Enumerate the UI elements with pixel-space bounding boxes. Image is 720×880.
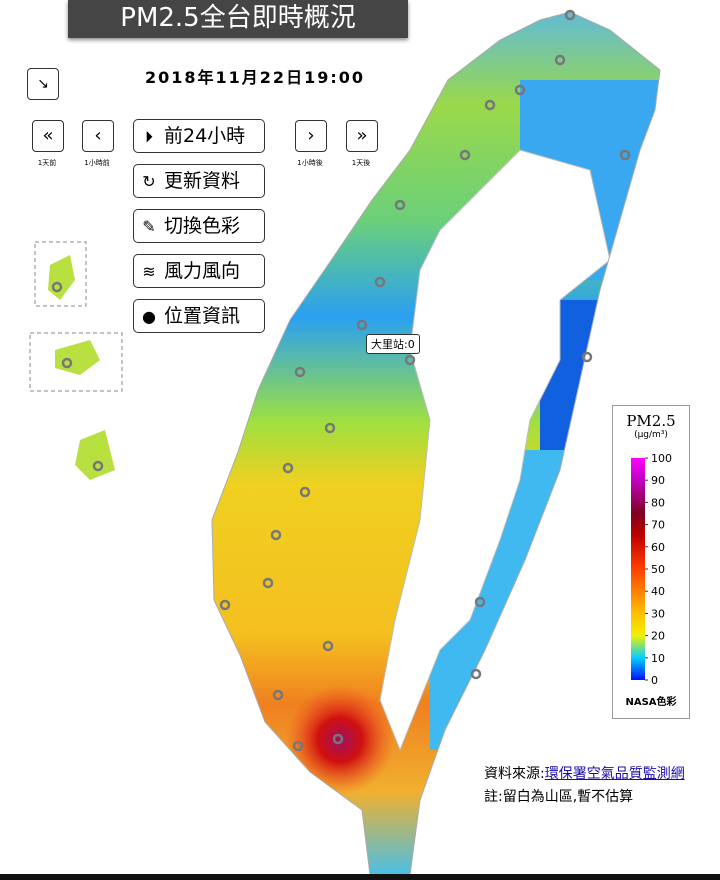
tick-label: 70 — [651, 519, 665, 532]
tick-label: 80 — [651, 496, 665, 509]
tick-label: 20 — [651, 630, 665, 643]
tick-label: 10 — [651, 652, 665, 665]
location-button[interactable]: ● 位置資訊 — [133, 299, 265, 333]
tick-label: 40 — [651, 585, 665, 598]
inset-box — [34, 241, 87, 307]
legend-title: PM2.5 — [626, 412, 676, 430]
back-day-label: 1天前 — [37, 159, 57, 167]
back-hour-button[interactable]: ‹ — [82, 120, 114, 152]
button-label: 風力風向 — [164, 260, 241, 282]
button-label: 位置資訊 — [164, 305, 241, 327]
tick-label: 100 — [651, 452, 672, 465]
collapse-button[interactable]: ↘ — [27, 68, 59, 100]
legend-footer: NASA色彩 — [625, 697, 677, 708]
back-day-button[interactable]: « — [32, 120, 64, 152]
tick-label: 0 — [651, 674, 658, 687]
bottom-bar — [0, 874, 720, 880]
legend-unit: (μg/m³) — [634, 430, 668, 440]
button-label: 切換色彩 — [164, 215, 241, 237]
stations — [51, 9, 631, 752]
tick-label: 60 — [651, 541, 665, 554]
button-label: 更新資料 — [164, 170, 241, 192]
forward-day-button[interactable]: » — [346, 120, 378, 152]
datetime: 2018年11月22日19:00 — [145, 68, 365, 87]
tick-label: 50 — [651, 563, 665, 576]
past24-button[interactable]: ⏵ 前24小時 — [133, 119, 265, 153]
source-link[interactable]: 環保署空氣品質監測網 — [544, 766, 685, 782]
forward-hour-button[interactable]: › — [295, 120, 327, 152]
tooltip: 大里站:0 — [366, 334, 420, 354]
island — [212, 12, 660, 875]
coastline — [211, 11, 661, 876]
outer-islands — [48, 255, 115, 480]
refresh-button[interactable]: ↻ 更新資料 — [133, 164, 265, 198]
source: 資料來源:環保署空氣品質監測網 — [484, 763, 685, 783]
button-label: 前24小時 — [164, 125, 246, 147]
forward-hour-label: 1小時後 — [297, 159, 323, 167]
source-label: 資料來源: — [484, 766, 545, 782]
title: PM2.5全台即時概況 — [68, 0, 408, 38]
note: 註:留白為山區,暫不估算 — [484, 789, 634, 805]
color-button[interactable]: ✎ 切換色彩 — [133, 209, 265, 243]
inset-box — [29, 332, 123, 392]
forward-day-label: 1天後 — [351, 159, 371, 167]
colorbar-fill — [631, 458, 645, 680]
back-hour-label: 1小時前 — [84, 159, 110, 167]
tick-label: 90 — [651, 474, 665, 487]
tick-label: 30 — [651, 607, 665, 620]
legend: PM2.5 (μg/m³) 100 90 80 70 60 50 40 30 20 10 0 NAS… — [612, 405, 690, 719]
wind-button[interactable]: ≋ 風力風向 — [133, 254, 265, 288]
